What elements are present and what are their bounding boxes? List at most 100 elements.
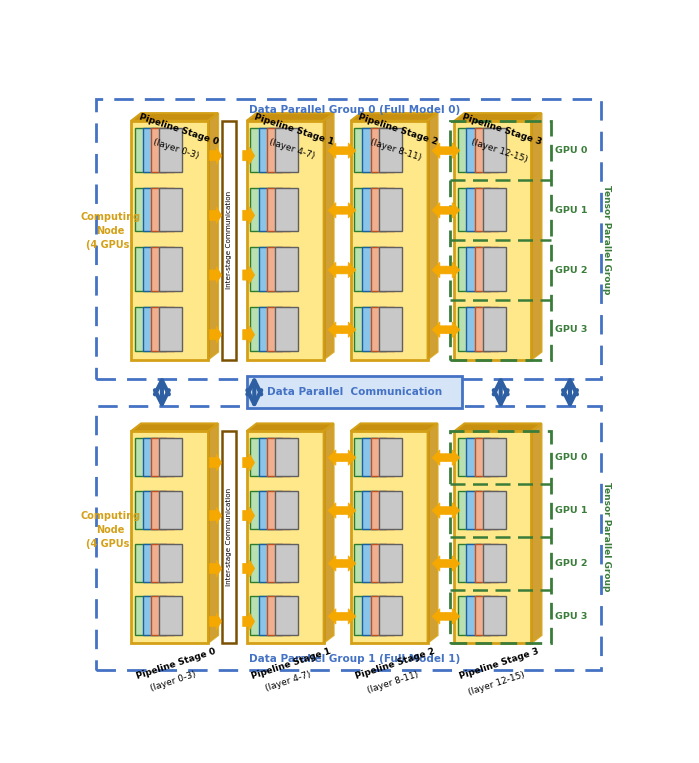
Bar: [143, 491, 166, 529]
Bar: [250, 247, 273, 291]
Bar: [135, 543, 158, 582]
Bar: [159, 188, 182, 231]
Polygon shape: [210, 207, 222, 224]
Bar: [135, 491, 158, 529]
Bar: [354, 438, 377, 476]
Text: (layer 12-15): (layer 12-15): [470, 138, 529, 165]
Polygon shape: [243, 507, 254, 524]
Bar: [135, 128, 158, 172]
Text: (layer 4-7): (layer 4-7): [265, 670, 312, 693]
Bar: [363, 438, 386, 476]
Text: GPU 0: GPU 0: [556, 453, 588, 462]
Bar: [135, 247, 158, 291]
Bar: [475, 543, 498, 582]
Bar: [450, 121, 551, 359]
Bar: [466, 543, 489, 582]
Text: Data Parallel Group 1 (Full Model 1): Data Parallel Group 1 (Full Model 1): [249, 654, 460, 664]
Polygon shape: [342, 143, 356, 159]
Bar: [475, 128, 498, 172]
Polygon shape: [342, 503, 356, 518]
Bar: [379, 247, 402, 291]
Bar: [379, 597, 402, 635]
Bar: [259, 491, 282, 529]
Polygon shape: [432, 555, 446, 571]
Bar: [96, 99, 600, 378]
Text: Pipeline Stage 0: Pipeline Stage 0: [136, 647, 217, 681]
Bar: [379, 438, 402, 476]
Bar: [482, 597, 505, 635]
Text: Tensor Parallel Group: Tensor Parallel Group: [602, 482, 611, 591]
Bar: [222, 431, 236, 643]
Bar: [482, 543, 505, 582]
Bar: [259, 188, 282, 231]
Bar: [159, 438, 182, 476]
Polygon shape: [342, 203, 356, 218]
Bar: [459, 597, 482, 635]
Bar: [275, 543, 298, 582]
Text: GPU 3: GPU 3: [556, 325, 588, 334]
Bar: [151, 491, 174, 529]
Bar: [466, 597, 489, 635]
Polygon shape: [454, 423, 542, 431]
Bar: [354, 128, 377, 172]
Bar: [266, 247, 289, 291]
Bar: [459, 188, 482, 231]
Bar: [466, 128, 489, 172]
Text: Data Parallel  Communication: Data Parallel Communication: [267, 388, 442, 398]
Bar: [259, 307, 282, 350]
Polygon shape: [342, 262, 356, 278]
Polygon shape: [432, 322, 446, 337]
Bar: [143, 307, 166, 350]
Polygon shape: [329, 322, 342, 337]
Polygon shape: [329, 262, 342, 278]
Bar: [247, 376, 462, 408]
Bar: [370, 128, 394, 172]
Text: Pipeline Stage 0: Pipeline Stage 0: [138, 112, 219, 146]
Bar: [379, 307, 402, 350]
Bar: [370, 307, 394, 350]
Bar: [475, 247, 498, 291]
Text: Computing
Node
(4 GPUs): Computing Node (4 GPUs): [80, 511, 140, 549]
Text: Pipeline Stage 2: Pipeline Stage 2: [354, 647, 436, 681]
Bar: [363, 597, 386, 635]
Bar: [151, 543, 174, 582]
Polygon shape: [342, 322, 356, 337]
Polygon shape: [432, 450, 446, 465]
Text: GPU 1: GPU 1: [556, 206, 588, 215]
Polygon shape: [350, 113, 438, 121]
Bar: [266, 543, 289, 582]
Text: Pipeline Stage 3: Pipeline Stage 3: [459, 647, 540, 681]
Bar: [247, 431, 324, 643]
Polygon shape: [243, 560, 254, 577]
Bar: [266, 307, 289, 350]
Polygon shape: [329, 450, 342, 465]
Bar: [482, 307, 505, 350]
Bar: [379, 491, 402, 529]
Bar: [370, 438, 394, 476]
Text: GPU 1: GPU 1: [556, 506, 588, 515]
Bar: [370, 597, 394, 635]
Polygon shape: [432, 203, 446, 218]
Bar: [370, 247, 394, 291]
Bar: [143, 188, 166, 231]
Bar: [266, 438, 289, 476]
Bar: [259, 597, 282, 635]
Bar: [475, 438, 498, 476]
Bar: [159, 543, 182, 582]
Bar: [350, 121, 428, 359]
Polygon shape: [243, 207, 254, 224]
Bar: [143, 438, 166, 476]
Bar: [454, 431, 531, 643]
Bar: [475, 597, 498, 635]
Bar: [354, 543, 377, 582]
Bar: [143, 543, 166, 582]
Bar: [354, 247, 377, 291]
Polygon shape: [329, 503, 342, 518]
Bar: [275, 438, 298, 476]
Polygon shape: [329, 143, 342, 159]
Bar: [250, 597, 273, 635]
Bar: [275, 247, 298, 291]
Polygon shape: [247, 423, 333, 431]
Text: Tensor Parallel Group: Tensor Parallel Group: [602, 185, 611, 295]
Bar: [350, 431, 428, 643]
